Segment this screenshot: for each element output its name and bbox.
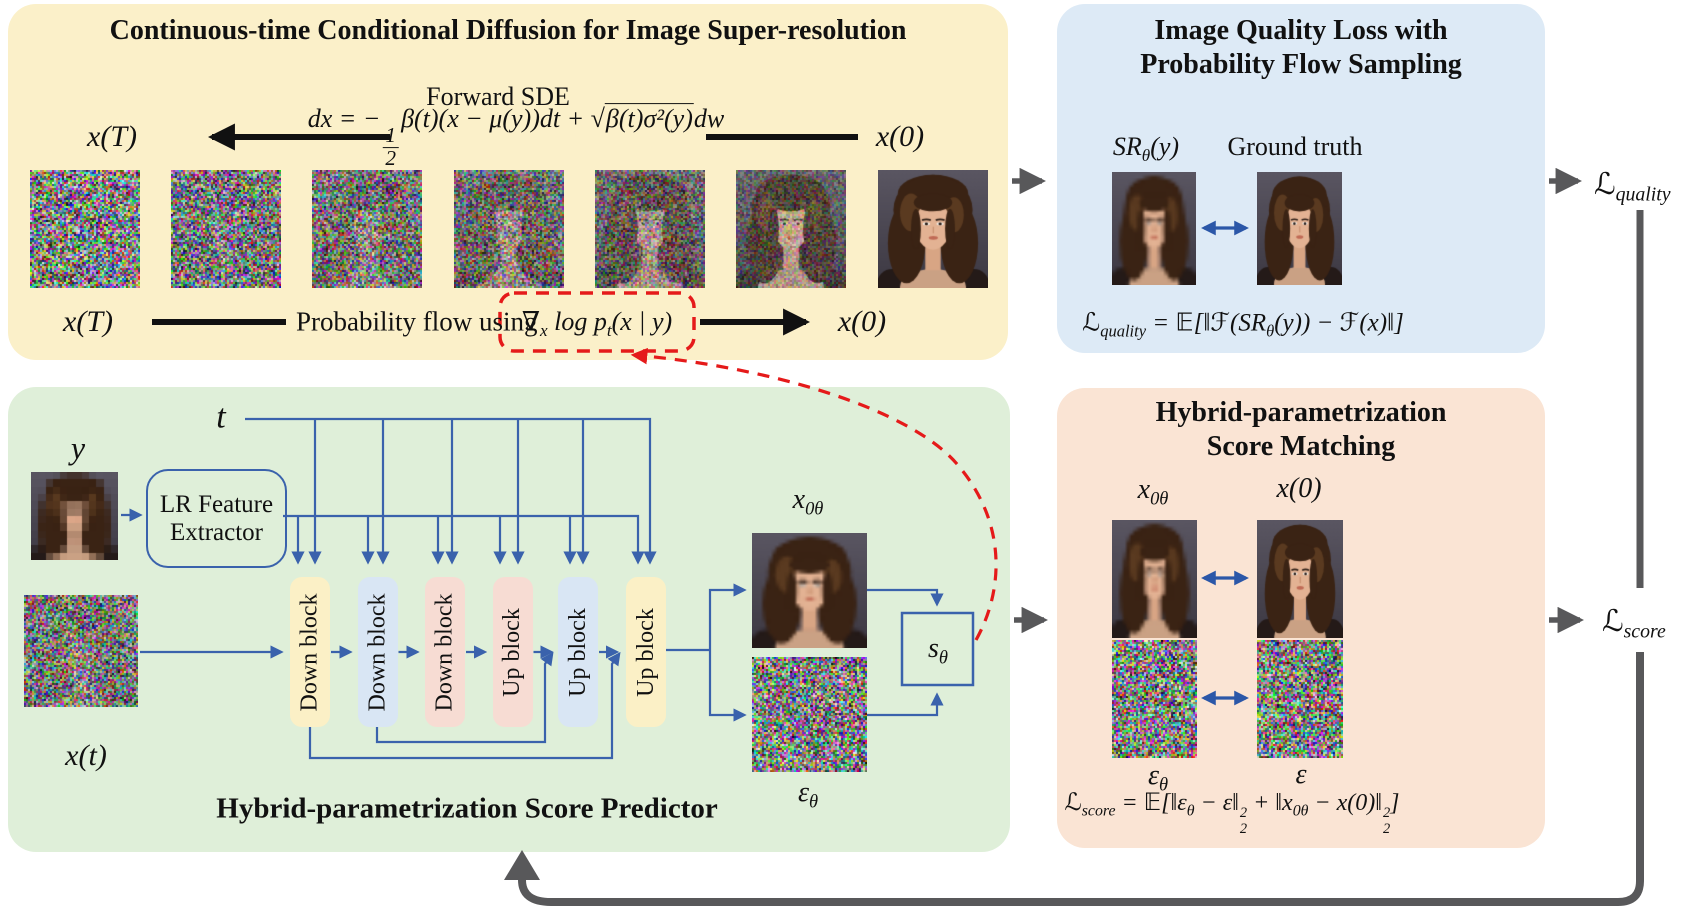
noisy-state-label: x(t)	[65, 739, 107, 774]
predicted-noise-label: εθ	[798, 777, 818, 809]
matching-x0-gt-label: x(0)	[1276, 473, 1321, 505]
ground-truth-label: Ground truth	[1227, 132, 1362, 162]
x-0-label: x(0)	[876, 120, 924, 155]
quality-title-line1: Image Quality Loss with	[1154, 15, 1447, 47]
unet-block-label: Down block	[432, 593, 459, 711]
unet-block-2: Down block	[425, 577, 465, 727]
matching-x0-pred-label: x0θ	[1138, 474, 1169, 506]
diffusion-step-image-2	[312, 170, 422, 288]
lr-feature-extractor-label-line2: Extractor	[170, 519, 263, 547]
unet-block-3: Up block	[493, 577, 533, 727]
score-loss-output-label: ℒscore	[1602, 605, 1666, 640]
diffusion-title: Continuous-time Conditional Diffusion fo…	[110, 15, 907, 47]
lr-input-image	[31, 472, 118, 560]
quality-title-line2: Probability Flow Sampling	[1140, 49, 1462, 81]
diffusion-step-image-1	[171, 170, 281, 288]
diffusion-step-image-6	[878, 170, 988, 288]
x-0-label-bottom: x(0)	[838, 305, 886, 340]
matching-eps-pred-label: εθ	[1148, 760, 1168, 792]
matching-x0-pred-image	[1112, 520, 1197, 638]
predictor-title: Hybrid-parametrization Score Predictor	[216, 792, 717, 825]
probability-flow-text: Probability flow using	[296, 306, 538, 337]
ground-truth-image	[1257, 172, 1342, 285]
matching-eps-gt-image	[1257, 640, 1343, 758]
lr-input-label: y	[71, 430, 85, 467]
score-net-label: sθ	[928, 633, 948, 665]
matching-eps-gt-label: ε	[1295, 759, 1306, 791]
matching-title-line2: Score Matching	[1207, 431, 1395, 463]
predicted-x0-image	[752, 533, 867, 648]
score-loss-equation: ℒscore = 𝔼[‖εθ − ε‖ 2 2 + ‖x0θ − x(0)‖ 2 2]	[1064, 790, 1399, 838]
forward-sde-equation: dx = −1 2 β(t)(x − μ(y))dt + √β(t)σ²(y)dw	[308, 104, 724, 170]
sr-output-image	[1112, 172, 1196, 285]
figure-canvas: Continuous-time Conditional Diffusion fo…	[0, 0, 1699, 915]
quality-loss-equation: ℒquality = 𝔼[‖ℱ(SRθ(y)) − ℱ(x)‖]	[1082, 310, 1404, 339]
unet-block-1: Down block	[358, 577, 398, 727]
matching-eps-pred-image	[1112, 640, 1197, 758]
diffusion-step-image-0	[30, 170, 140, 288]
matching-title-line1: Hybrid-parametrization	[1156, 397, 1447, 429]
unet-block-5: Up block	[626, 577, 666, 727]
predicted-x0-label: x0θ	[793, 484, 824, 516]
matching-x0-gt-image	[1257, 520, 1343, 638]
x-T-label-bottom: x(T)	[63, 305, 113, 340]
diffusion-step-image-3	[454, 170, 564, 288]
lr-feature-extractor-box: LR Feature Extractor	[146, 469, 287, 568]
score-term-label: ∇x log pt(x | y)	[522, 307, 672, 337]
quality-loss-output-label: ℒquality	[1594, 168, 1671, 203]
diffusion-step-image-5	[736, 170, 846, 288]
noisy-state-image	[24, 595, 138, 707]
time-label: t	[216, 397, 225, 436]
unet-block-label: Up block	[565, 608, 592, 697]
sr-output-label: SRθ(y)	[1113, 132, 1179, 162]
unet-block-0: Down block	[290, 577, 330, 727]
feedback-arrowhead	[504, 850, 540, 880]
unet-block-label: Down block	[297, 593, 324, 711]
unet-block-4: Up block	[558, 577, 598, 727]
lr-feature-extractor-label-line1: LR Feature	[160, 491, 273, 519]
unet-block-label: Up block	[499, 608, 526, 697]
x-T-label: x(T)	[87, 120, 137, 155]
unet-block-label: Up block	[633, 608, 660, 697]
predicted-noise-image	[752, 657, 867, 772]
unet-block-label: Down block	[364, 593, 391, 711]
diffusion-step-image-4	[595, 170, 705, 288]
